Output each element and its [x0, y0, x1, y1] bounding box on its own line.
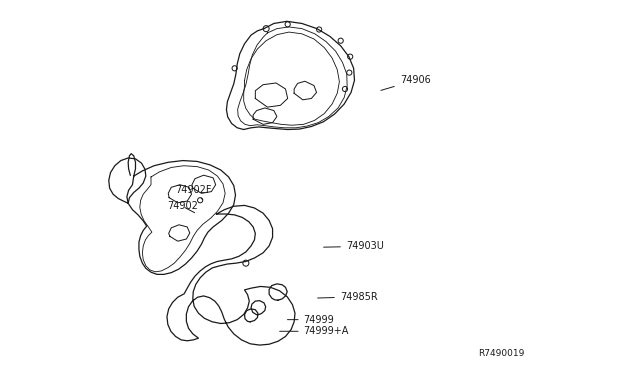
Text: R7490019: R7490019	[479, 349, 525, 358]
Text: 74985R: 74985R	[317, 292, 378, 302]
Text: 74902: 74902	[167, 201, 198, 213]
Text: 74902F: 74902F	[175, 185, 212, 200]
Text: 74903U: 74903U	[324, 241, 384, 251]
Text: 74906: 74906	[381, 76, 431, 90]
Text: 74999: 74999	[287, 315, 334, 325]
Text: 74999+A: 74999+A	[280, 326, 349, 336]
